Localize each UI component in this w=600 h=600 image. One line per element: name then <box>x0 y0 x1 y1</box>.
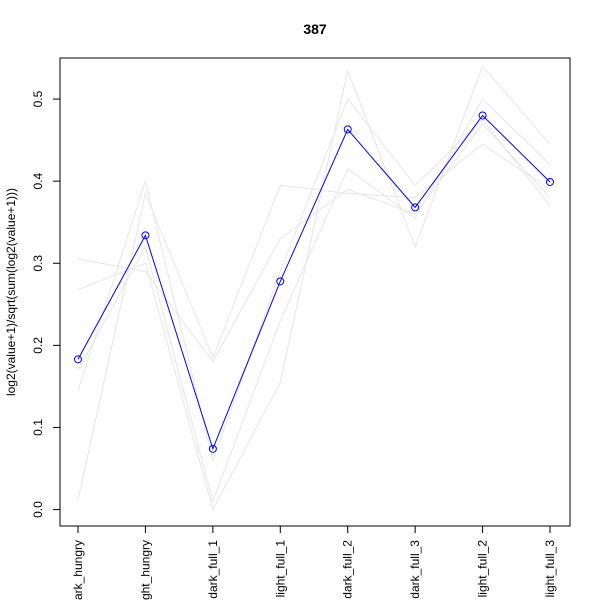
highlight-point-dark_full_3 <box>411 203 420 212</box>
y-tick-label-0.3: 0.3 <box>31 255 45 272</box>
background-series-line-1 <box>77 122 551 363</box>
chart-title: 387 <box>303 21 327 37</box>
y-tick-label-0.2: 0.2 <box>31 337 45 354</box>
highlight-point-dark_full_1 <box>208 444 217 453</box>
x-tick-label-dark_full_3: dark_full_3 <box>408 540 422 599</box>
background-series-line-3 <box>77 98 551 463</box>
highlight-point-light_full_1 <box>276 277 285 286</box>
x-tick-label-light_full_2: light_full_2 <box>476 540 490 598</box>
x-tick-label-dark_full_1: dark_full_1 <box>206 540 220 599</box>
highlight-point-light_full_2 <box>478 111 487 120</box>
highlight-point-light_hungry <box>141 231 150 240</box>
highlight-point-light_full_3 <box>546 177 554 186</box>
y-tick-label-0.0: 0.0 <box>31 501 45 518</box>
background-series-line-5 <box>77 98 551 504</box>
highlight-point-dark_hungry <box>74 355 82 364</box>
x-tick-label-light_full_1: light_full_1 <box>273 540 287 598</box>
y-tick-label-0.4: 0.4 <box>31 172 45 189</box>
y-tick-label-0.1: 0.1 <box>31 419 45 436</box>
x-tick-label-dark_full_2: dark_full_2 <box>341 540 355 599</box>
x-tick-label-light_full_3: light_full_3 <box>543 540 557 598</box>
highlight-point-dark_full_2 <box>343 125 352 134</box>
highlight-series-line <box>77 114 551 451</box>
x-tick-label-light_hungry: light_hungry <box>138 540 152 600</box>
background-series-line-4 <box>77 143 551 500</box>
plot-frame <box>59 57 571 527</box>
y-axis-label: log2(value+1)/sqrt(sum(log2(value+1))) <box>4 188 18 396</box>
background-series-group <box>77 65 551 511</box>
highlight-series-group <box>74 111 554 453</box>
y-tick-label-0.5: 0.5 <box>31 90 45 107</box>
x-tick-label-dark_hungry: dark_hungry <box>71 540 85 600</box>
y-axis: 0.0 0.1 0.2 0.3 0.4 0.5 <box>31 90 61 518</box>
x-axis: dark_hungry light_hungry dark_full_1 light_… <box>71 525 557 600</box>
background-series-line-2 <box>77 65 551 511</box>
